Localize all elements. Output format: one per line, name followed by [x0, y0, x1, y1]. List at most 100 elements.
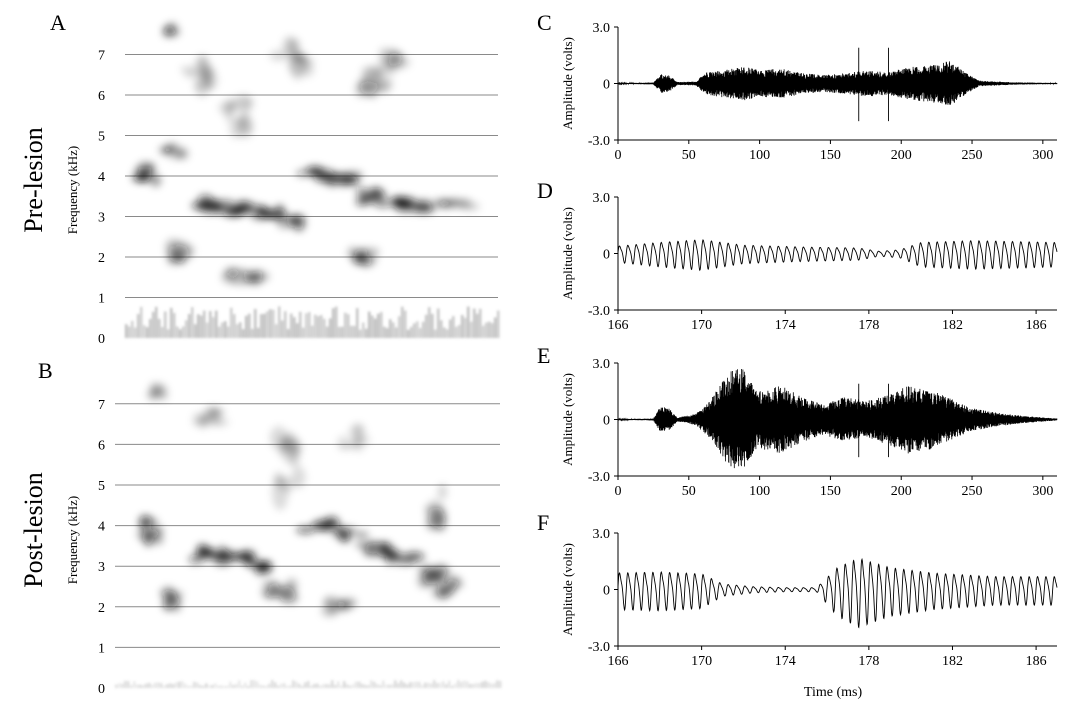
x-tick-label: 0	[615, 148, 622, 163]
y-tick-label: -3.0	[588, 134, 610, 149]
spectral-blob	[211, 552, 232, 559]
spectral-blob	[282, 36, 297, 57]
noise-floor-bar	[250, 680, 253, 688]
noise-floor-bar	[295, 681, 298, 688]
noise-floor-bar	[373, 681, 376, 688]
noise-floor-bar	[280, 683, 283, 688]
panel-letter-b: B	[38, 358, 53, 383]
spectral-blob	[390, 197, 411, 209]
noise-floor-bar	[415, 681, 418, 688]
noise-floor-bar	[266, 311, 269, 338]
noise-floor-bar	[269, 309, 272, 338]
noise-floor-bar	[313, 683, 316, 688]
spectral-blob	[373, 198, 393, 208]
noise-floor-bar	[127, 681, 130, 688]
spectral-blob	[137, 161, 153, 174]
spectral-blob	[285, 578, 298, 593]
noise-floor-bar	[484, 680, 487, 688]
noise-floor-bar	[464, 317, 467, 338]
spectral-blob	[150, 174, 162, 187]
spectral-blob	[276, 215, 293, 229]
x-tick-label: 100	[749, 484, 770, 499]
spectral-blob	[233, 207, 251, 214]
spectral-blob	[324, 595, 339, 608]
waveform-panel-c: 3.0 0 -3.0 0 50 100 150 200 250 300 Amplitude (vol…	[560, 21, 1058, 163]
y-tick-label: 4	[98, 170, 105, 185]
noise-floor-bar	[229, 681, 232, 688]
noise-floor-bar	[149, 318, 152, 338]
noise-floor-bar	[157, 682, 160, 688]
noise-floor-bar	[338, 326, 341, 338]
panel-letter-c: C	[537, 10, 552, 35]
spectral-blob	[359, 78, 379, 97]
spectral-blob	[212, 408, 226, 416]
noise-floor-bar	[380, 312, 383, 338]
noise-floor-bar	[121, 683, 124, 688]
spectral-blob	[169, 254, 185, 262]
noise-floor-bar	[472, 683, 475, 688]
noise-floor-bar	[182, 326, 185, 338]
noise-floor-bar	[352, 684, 355, 688]
y-tick-label: 6	[98, 89, 105, 104]
spectral-blob	[262, 579, 279, 588]
spectral-energy	[131, 22, 481, 286]
noise-floor-bar	[139, 684, 142, 688]
noise-floor-bar	[452, 316, 455, 338]
noise-floor-bar	[463, 680, 466, 688]
noise-floor-bar	[340, 685, 343, 688]
noise-floor-bar	[431, 313, 434, 338]
waveform-trace	[617, 239, 1058, 272]
noise-floor-bar	[496, 680, 499, 688]
noise-floor-bar	[386, 328, 389, 338]
x-tick-label: 300	[1032, 148, 1053, 163]
noise-floor-bar	[272, 309, 275, 338]
noise-floor-bar	[457, 680, 460, 688]
noise-floor-bar	[188, 314, 191, 338]
noise-floor-bar	[259, 684, 262, 688]
x-tick-label: 182	[942, 654, 963, 669]
spectral-blob	[361, 65, 381, 81]
spectral-blob	[140, 515, 153, 526]
noise-floor-bar	[335, 306, 338, 338]
noise-floor-bar	[302, 327, 305, 338]
waveform-trace	[617, 368, 1058, 469]
noise-floor-bar	[395, 327, 398, 338]
y-tick-label: 0	[98, 332, 105, 347]
noise-floor-bar	[364, 684, 367, 688]
noise-floor-bar	[290, 313, 293, 338]
noise-floor-bar	[187, 685, 190, 688]
noise-floor-bar	[194, 324, 197, 338]
x-tick-label: 186	[1026, 654, 1047, 669]
noise-floor-bar	[134, 327, 137, 338]
noise-floor-bar	[334, 685, 337, 688]
noise-floor-bar	[164, 311, 167, 338]
x-tick-label: 170	[691, 654, 712, 669]
spectral-blob	[353, 255, 367, 265]
noise-floor-bar	[284, 311, 287, 338]
noise-floor-bar	[343, 681, 346, 688]
y-tick-label: -3.0	[588, 640, 610, 655]
x-tick-label: 250	[962, 148, 983, 163]
noise-floor-bar	[341, 326, 344, 338]
noise-floor-bar	[466, 681, 469, 688]
noise-floor-bar	[479, 308, 482, 338]
y-axis-title: Frequency (kHz)	[65, 146, 80, 234]
spectral-blob	[385, 556, 395, 565]
x-tick-label: 200	[891, 484, 912, 499]
noise-floor-bar	[140, 306, 143, 338]
spectral-blob	[306, 167, 321, 175]
x-tick-label: 100	[749, 148, 770, 163]
noise-floor-bar	[416, 321, 419, 338]
x-tick-label: 300	[1032, 484, 1053, 499]
spectral-blob	[354, 530, 369, 540]
noise-floor-bar	[389, 319, 392, 338]
noise-floor-bar	[289, 685, 292, 688]
row-label-post-lesion: Post-lesion	[19, 472, 48, 588]
noise-floor-bar	[383, 326, 386, 338]
y-tick-label: 3.0	[593, 357, 611, 372]
spectral-blob	[180, 66, 197, 73]
spectral-blob	[321, 605, 338, 617]
noise-floor-bar	[485, 322, 488, 338]
noise-floor-bar	[205, 683, 208, 688]
noise-floor-bar	[488, 321, 491, 338]
